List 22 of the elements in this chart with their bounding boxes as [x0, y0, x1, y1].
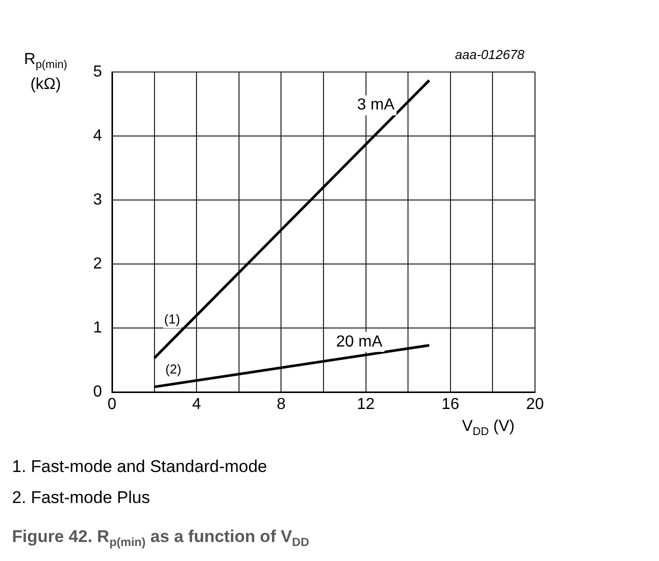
x-tick-label: 12: [356, 396, 375, 414]
annotation: (1): [164, 312, 180, 327]
y-tick-label: 5: [93, 63, 102, 80]
text: aaa-012678: [455, 47, 524, 62]
text: 1. Fast-mode and Standard-mode: [12, 457, 268, 477]
annotation: (2): [165, 362, 182, 377]
x-axis-title: V$_{DD}$ (V): [462, 418, 515, 438]
x-tick-label: 4: [192, 396, 202, 414]
y-tick-label: 1: [93, 319, 102, 336]
x-tick-label: 0: [108, 396, 117, 414]
x-tick-label: 8: [276, 396, 286, 414]
y-tick-label: 4: [93, 127, 102, 144]
x-tick-label: 20: [526, 396, 544, 414]
y-tick-label: 3: [93, 191, 102, 208]
y-axis-title: R$_{p(min)}$ (kΩ): [24, 50, 68, 94]
y-tick-label: 0: [93, 383, 102, 400]
series-label: 3 mA: [357, 96, 395, 114]
text: 2. Fast-mode Plus: [12, 488, 150, 508]
text: Figure 42. R$_{p(min)}$ as a function of V$_{DD}$: [12, 527, 310, 550]
series-label: 20 mA: [336, 333, 383, 350]
y-tick-label: 2: [93, 255, 102, 272]
x-tick-label: 16: [442, 396, 460, 414]
